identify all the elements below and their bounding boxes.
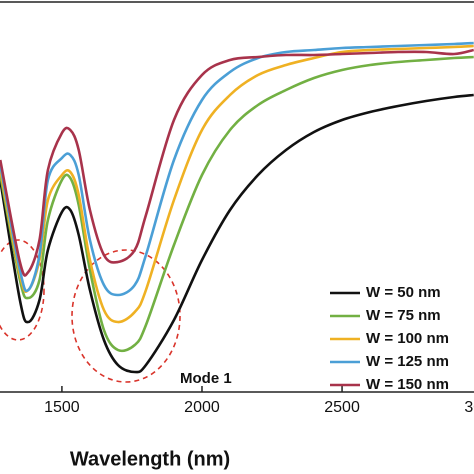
legend-label: W = 125 nm [366,353,449,370]
x-tick-label: 3000 [464,399,474,416]
legend-label: W = 75 nm [366,307,441,324]
legend-label: W = 150 nm [366,376,449,393]
line [0,44,474,324]
annotation: Mode 1 [180,370,232,387]
line [0,55,474,353]
line [0,41,474,297]
x-axis-label: Wavelength (nm) [70,448,230,470]
x-tick-label: 1500 [44,399,80,416]
mode-highlight [0,239,45,341]
legend-label: W = 50 nm [366,284,441,301]
line [0,93,474,374]
x-tick-label: 2000 [184,399,220,416]
legend-label: W = 100 nm [366,330,449,347]
line [0,48,474,277]
x-tick-label: 2500 [324,399,360,416]
mode-highlight [71,249,181,383]
plot-frame [0,1,474,393]
